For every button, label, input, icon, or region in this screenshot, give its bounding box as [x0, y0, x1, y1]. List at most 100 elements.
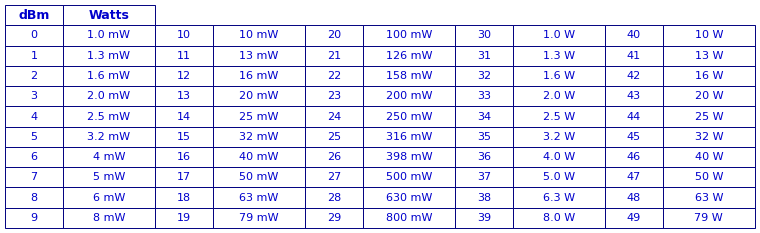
Bar — [213, 106, 305, 127]
Bar — [213, 188, 305, 208]
Text: 4.0 W: 4.0 W — [543, 152, 575, 162]
Text: 20 mW: 20 mW — [239, 91, 279, 101]
Bar — [455, 25, 513, 45]
Text: 20 W: 20 W — [695, 91, 724, 101]
Text: 50 W: 50 W — [695, 172, 723, 182]
Bar — [455, 208, 513, 228]
Bar — [305, 188, 363, 208]
Bar — [513, 86, 605, 106]
Bar — [155, 188, 213, 208]
Bar — [663, 106, 755, 127]
Text: 18: 18 — [177, 193, 191, 202]
Text: 13 mW: 13 mW — [239, 51, 279, 61]
Text: 5 mW: 5 mW — [93, 172, 125, 182]
Text: 5.0 W: 5.0 W — [543, 172, 575, 182]
Bar — [305, 167, 363, 188]
Text: 17: 17 — [177, 172, 191, 182]
Text: 32 mW: 32 mW — [239, 132, 279, 142]
Text: 16 mW: 16 mW — [239, 71, 279, 81]
Text: 800 mW: 800 mW — [385, 213, 432, 223]
Bar — [5, 45, 63, 66]
Text: 3.2 mW: 3.2 mW — [87, 132, 131, 142]
Text: 0: 0 — [30, 31, 37, 40]
Text: 4: 4 — [30, 112, 37, 121]
Bar — [363, 127, 455, 147]
Text: 16: 16 — [177, 152, 191, 162]
Text: 2.0 mW: 2.0 mW — [87, 91, 131, 101]
Text: 6: 6 — [30, 152, 37, 162]
Bar — [605, 45, 663, 66]
Bar — [605, 167, 663, 188]
Text: 200 mW: 200 mW — [385, 91, 432, 101]
Text: 38: 38 — [477, 193, 491, 202]
Text: 3: 3 — [30, 91, 37, 101]
Bar — [213, 25, 305, 45]
Bar — [605, 147, 663, 167]
Bar — [605, 66, 663, 86]
Bar — [513, 25, 605, 45]
Bar — [455, 188, 513, 208]
Bar — [155, 127, 213, 147]
Text: 8.0 W: 8.0 W — [543, 213, 575, 223]
Bar — [455, 106, 513, 127]
Text: 50 mW: 50 mW — [239, 172, 279, 182]
Bar — [663, 66, 755, 86]
Text: 42: 42 — [627, 71, 641, 81]
Bar — [605, 127, 663, 147]
Text: 13 W: 13 W — [695, 51, 723, 61]
Bar — [63, 127, 155, 147]
Bar — [305, 106, 363, 127]
Bar — [5, 106, 63, 127]
Text: Watts: Watts — [88, 9, 129, 22]
Text: 34: 34 — [477, 112, 491, 121]
Bar — [605, 106, 663, 127]
Text: 2.5 mW: 2.5 mW — [87, 112, 131, 121]
Text: 3.2 W: 3.2 W — [543, 132, 575, 142]
Text: 8: 8 — [30, 193, 37, 202]
Text: 10: 10 — [177, 31, 191, 40]
Bar — [305, 25, 363, 45]
Text: 47: 47 — [627, 172, 641, 182]
Bar — [213, 86, 305, 106]
Text: 46: 46 — [627, 152, 641, 162]
Text: 30: 30 — [477, 31, 491, 40]
Bar — [513, 45, 605, 66]
Text: 8 mW: 8 mW — [93, 213, 125, 223]
Text: 2.5 W: 2.5 W — [543, 112, 575, 121]
Bar — [605, 86, 663, 106]
Text: 43: 43 — [627, 91, 641, 101]
Text: 10 mW: 10 mW — [239, 31, 279, 40]
Text: 100 mW: 100 mW — [385, 31, 432, 40]
Text: 37: 37 — [477, 172, 491, 182]
Bar — [63, 106, 155, 127]
Bar — [213, 208, 305, 228]
Bar — [513, 167, 605, 188]
Bar — [63, 208, 155, 228]
Bar — [5, 147, 63, 167]
Bar — [455, 66, 513, 86]
Text: 1.3 mW: 1.3 mW — [87, 51, 131, 61]
Bar — [605, 25, 663, 45]
Text: 1: 1 — [30, 51, 37, 61]
Text: 126 mW: 126 mW — [385, 51, 432, 61]
Bar — [513, 147, 605, 167]
Text: 250 mW: 250 mW — [385, 112, 432, 121]
Text: 40 mW: 40 mW — [239, 152, 279, 162]
Bar — [155, 86, 213, 106]
Text: 500 mW: 500 mW — [385, 172, 432, 182]
Bar — [363, 147, 455, 167]
Bar — [213, 45, 305, 66]
Bar — [305, 127, 363, 147]
Bar — [455, 86, 513, 106]
Text: 27: 27 — [327, 172, 341, 182]
Bar — [155, 208, 213, 228]
Text: 36: 36 — [477, 152, 491, 162]
Text: 79 mW: 79 mW — [239, 213, 279, 223]
Bar — [63, 45, 155, 66]
Text: 7: 7 — [30, 172, 37, 182]
Text: 25 mW: 25 mW — [239, 112, 279, 121]
Bar — [663, 86, 755, 106]
Bar — [305, 86, 363, 106]
Bar — [363, 106, 455, 127]
Text: 12: 12 — [177, 71, 191, 81]
